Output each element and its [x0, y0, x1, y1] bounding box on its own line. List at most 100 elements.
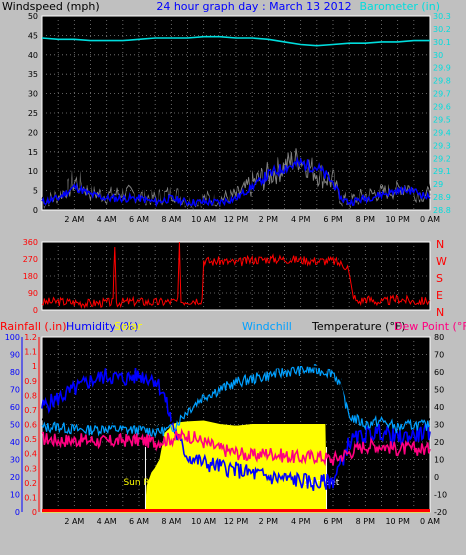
x-tick-label: 8 PM [356, 517, 375, 526]
barometer-line [41, 35, 430, 47]
temperature-line [41, 364, 431, 429]
rainfall-y-tick: 0.1 [24, 493, 37, 502]
temperature-y-tick: 10 [434, 456, 444, 465]
x-tick-label: 8 PM [356, 215, 375, 224]
barometer-y-tick: 29.4 [433, 128, 451, 137]
barometer-y-tick: 29 [433, 180, 443, 189]
barometer-y-tick: 29.9 [433, 64, 451, 73]
humidity-y-tick: 70 [10, 386, 20, 395]
direction-y-tick: 180 [23, 272, 38, 281]
humidity-axis-title: Humidity (%) [66, 320, 138, 333]
rainfall-y-tick: 0.3 [24, 464, 37, 473]
humidity-y-tick: 50 [10, 421, 20, 430]
dewpoint-axis-title: Dew Point (°F) [394, 320, 466, 333]
barometer-y-tick: 29.7 [433, 90, 451, 99]
barometer-y-tick: 30.2 [433, 25, 451, 34]
x-tick-label: 6 PM [323, 215, 342, 224]
wind-direction-line [41, 241, 431, 309]
dewpoint-line [41, 427, 431, 467]
wind-y-tick: 40 [28, 51, 38, 60]
rainfall-y-tick: 1.1 [24, 348, 37, 357]
rainfall-y-tick: 0.4 [24, 450, 37, 459]
wind-y-tick: 50 [28, 12, 38, 21]
rainfall-y-tick: 0.6 [24, 421, 37, 430]
humidity-y-tick: 100 [5, 333, 20, 342]
windchill-axis-title: Windchill [242, 320, 292, 333]
wind-y-tick: 0 [33, 206, 38, 215]
solar-axis-title: Solar [114, 320, 143, 333]
temperature-y-tick: 30 [434, 421, 444, 430]
humidity-y-tick: 30 [10, 456, 20, 465]
wind-speed-line [41, 127, 431, 209]
humidity-y-tick: 0 [15, 508, 20, 517]
rainfall-y-tick: 0 [32, 508, 37, 517]
temperature-y-tick: 20 [434, 438, 444, 447]
wind-y-tick: 10 [28, 167, 38, 176]
barometer-axis-title: Barometer (in) [360, 0, 441, 13]
humidity-y-tick: 20 [10, 473, 20, 482]
rainfall-y-tick: 0.5 [24, 435, 37, 444]
average-wind-line [41, 156, 431, 208]
direction-y-tick: 90 [28, 289, 38, 298]
rainfall-y-tick: 0.8 [24, 391, 37, 400]
x-tick-label: 12 PM [224, 517, 249, 526]
temperature-y-tick: 50 [434, 386, 444, 395]
compass-label: S [436, 272, 443, 285]
barometer-y-tick: 29.6 [433, 103, 451, 112]
x-tick-label: 4 AM [97, 517, 117, 526]
x-tick-label: 6 AM [129, 215, 149, 224]
gust-line [41, 148, 431, 211]
x-tick-label: 6 AM [129, 517, 149, 526]
barometer-y-tick: 28.8 [433, 206, 451, 215]
wind-y-tick: 5 [33, 187, 38, 196]
rainfall-axis-title: Rainfall (.in) [0, 320, 67, 333]
humidity-y-tick: 60 [10, 403, 20, 412]
humidity-y-tick: 80 [10, 368, 20, 377]
humidity-y-tick: 10 [10, 491, 20, 500]
rainfall-y-tick: 0.9 [24, 377, 37, 386]
x-tick-label: 2 AM [64, 517, 84, 526]
x-tick-label: 2 PM [259, 517, 278, 526]
x-tick-label: 10 PM [385, 517, 410, 526]
humidity-line [41, 368, 431, 491]
rainfall-y-tick: 0.7 [24, 406, 37, 415]
compass-label: N [436, 306, 444, 319]
x-tick-label: 6 PM [323, 517, 342, 526]
barometer-y-tick: 29.5 [433, 115, 451, 124]
temperature-y-tick: -20 [434, 508, 447, 517]
x-tick-label: 2 PM [259, 215, 278, 224]
wind-y-tick: 35 [28, 70, 38, 79]
sunrise-label: Sun Rise [123, 478, 162, 488]
temperature-y-tick: 70 [434, 351, 444, 360]
barometer-y-tick: 29.1 [433, 167, 451, 176]
x-tick-label: 10 PM [385, 215, 410, 224]
compass-label: N [436, 238, 444, 251]
direction-y-tick: 270 [23, 255, 38, 264]
x-tick-label: 10 AM [191, 215, 216, 224]
temperature-y-tick: 40 [434, 403, 444, 412]
barometer-y-tick: 29.8 [433, 77, 451, 86]
windchill-line [41, 363, 431, 438]
direction-y-tick: 0 [33, 306, 38, 315]
barometer-y-tick: 30 [433, 51, 443, 60]
barometer-y-tick: 30.1 [433, 38, 451, 47]
chart-title: 24 hour graph day : March 13 2012 [156, 0, 351, 13]
barometer-y-tick: 30.3 [433, 12, 451, 21]
x-tick-label: 4 PM [291, 517, 310, 526]
x-tick-label: 12 PM [224, 215, 249, 224]
compass-label: E [436, 289, 443, 302]
rainfall-y-tick: 1 [32, 362, 37, 371]
humidity-y-tick: 90 [10, 351, 20, 360]
compass-label: W [436, 255, 447, 268]
direction-y-tick: 360 [23, 238, 38, 247]
barometer-y-tick: 29.2 [433, 154, 451, 163]
rainfall-y-tick: 0.2 [24, 479, 37, 488]
wind-y-tick: 25 [28, 109, 38, 118]
sunset-label: Sun Set [305, 478, 340, 488]
x-tick-label: 2 AM [64, 215, 84, 224]
humidity-y-tick: 40 [10, 438, 20, 447]
rainfall-y-tick: 1.2 [24, 333, 37, 342]
temperature-y-tick: 80 [434, 333, 444, 342]
x-tick-label: 8 AM [161, 215, 181, 224]
